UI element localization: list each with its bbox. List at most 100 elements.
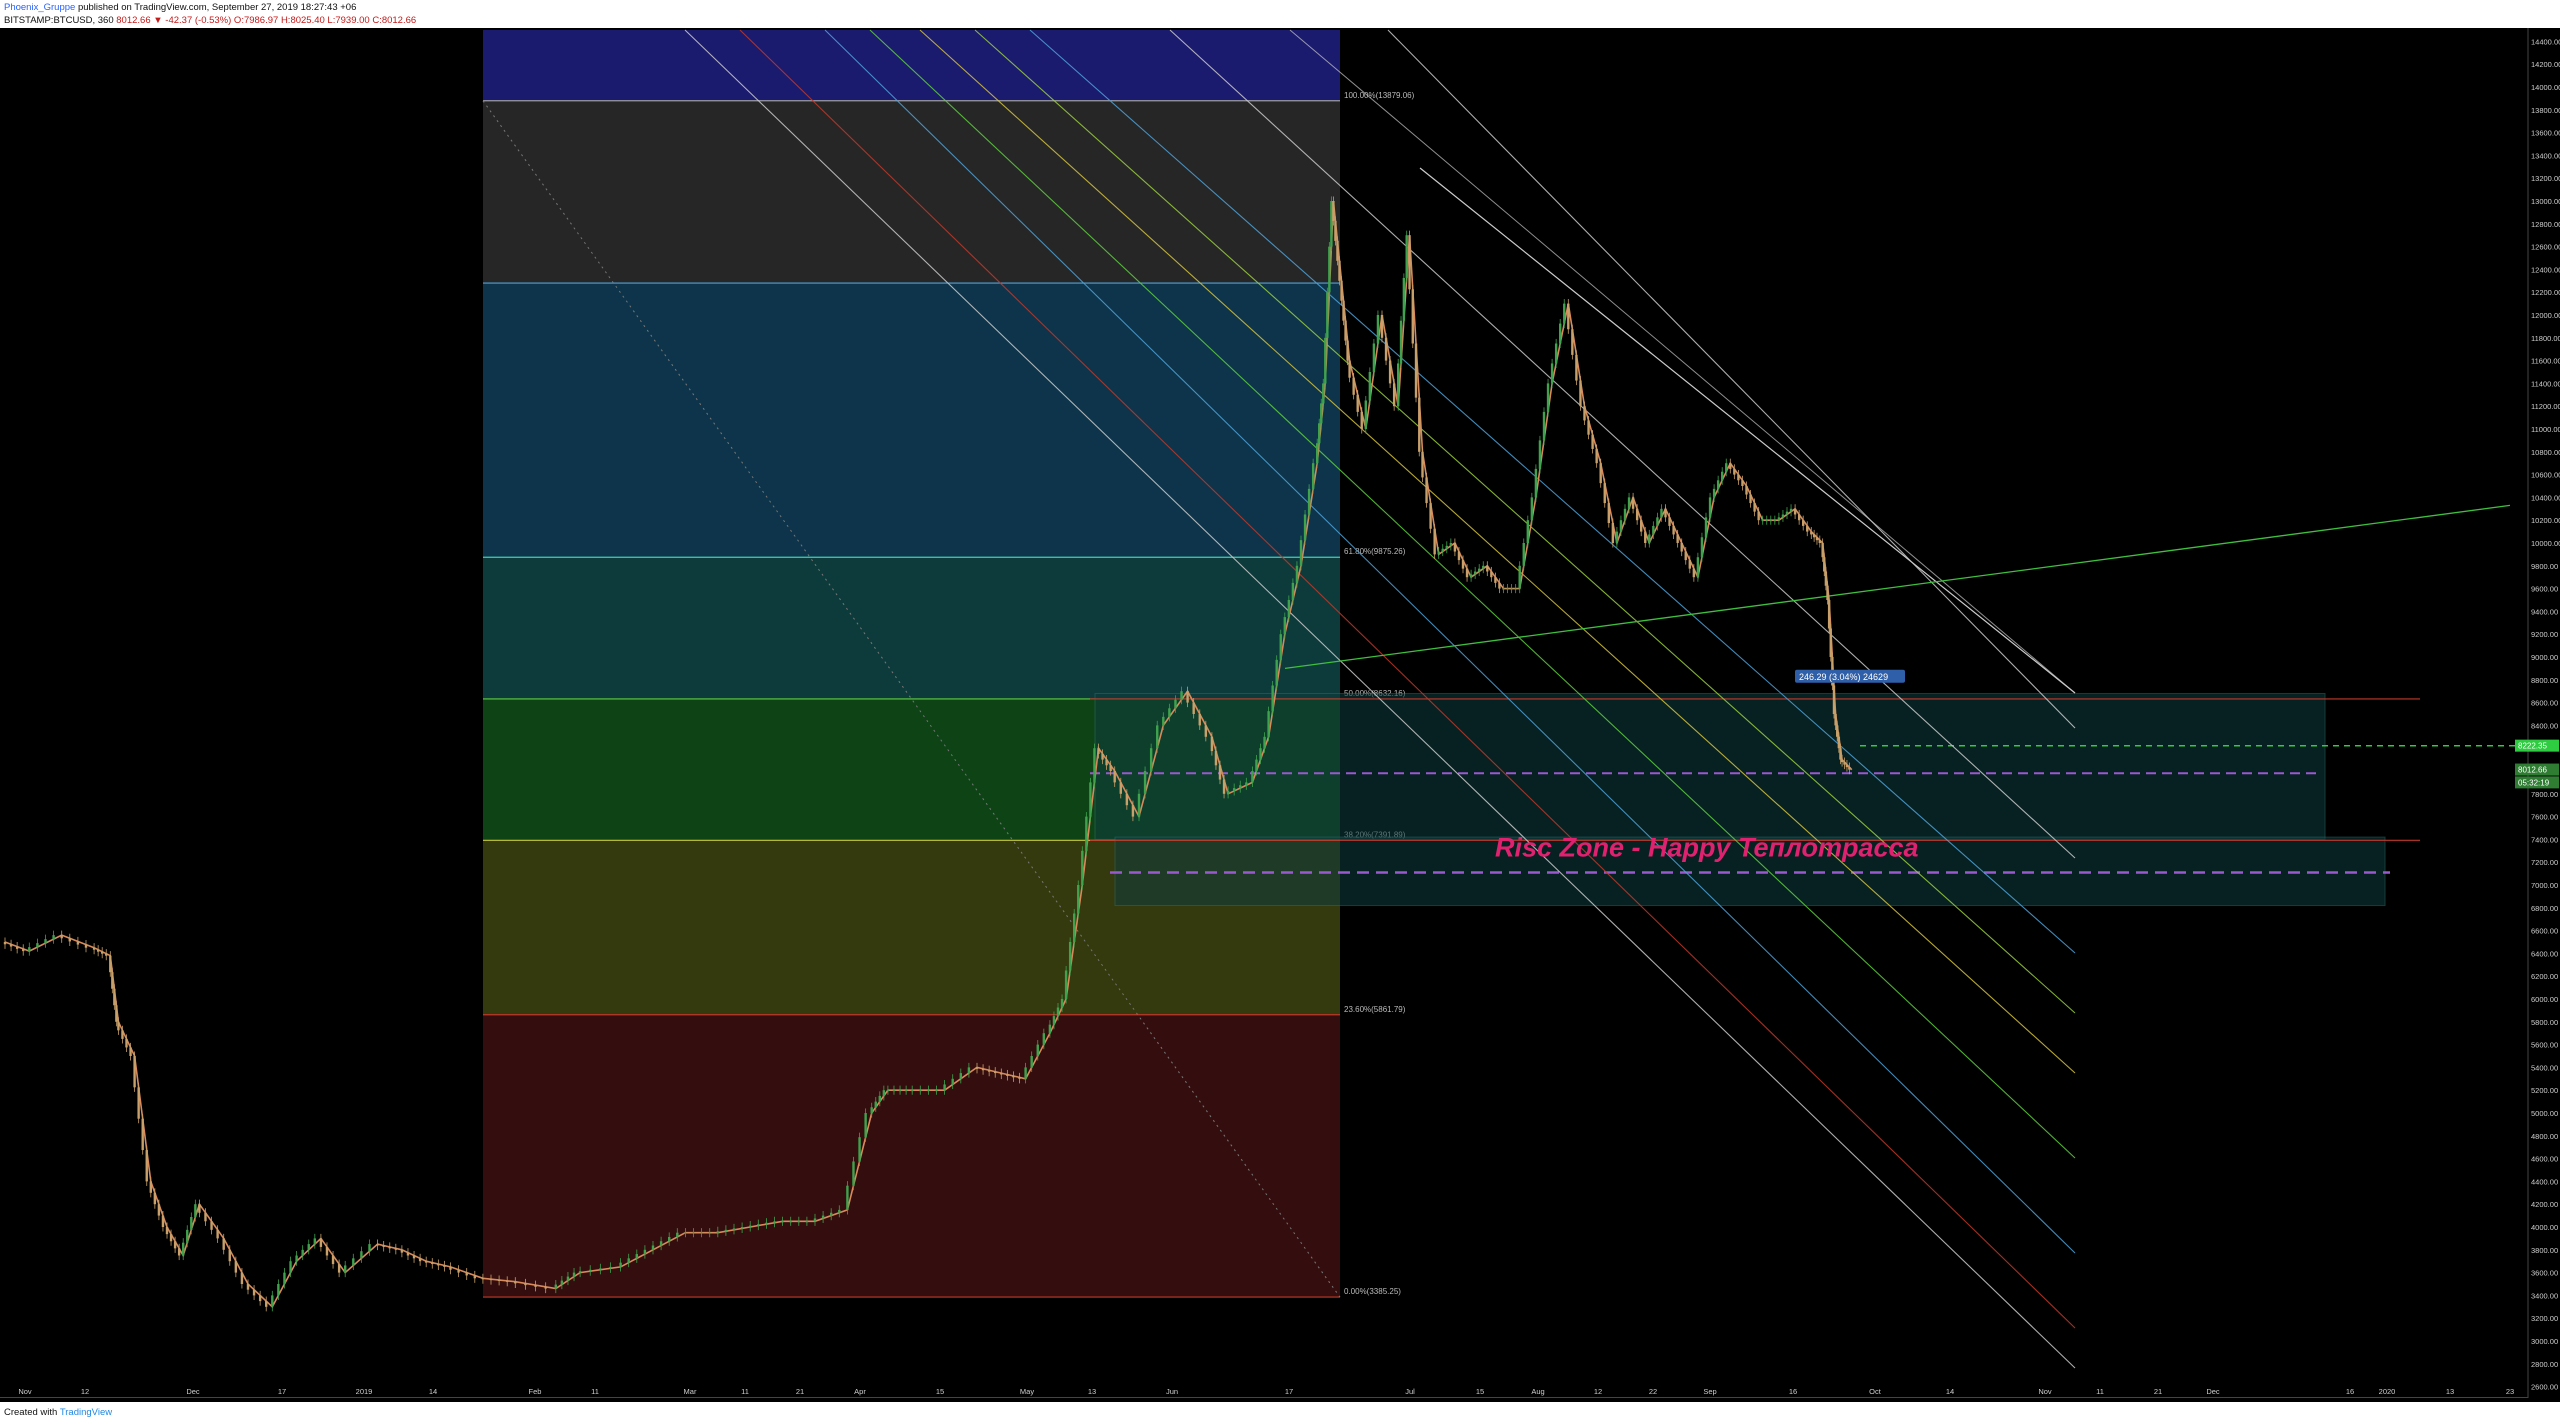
candle-body [1085, 816, 1088, 851]
y-tick-label: 4200.00 [2531, 1200, 2558, 1209]
channel-line [974, 29, 2076, 1014]
candle-body [1372, 343, 1376, 372]
candle-body [1311, 463, 1315, 489]
author-link[interactable]: Phoenix_Gruppe [4, 2, 76, 13]
candle-body [1239, 785, 1242, 789]
tradingview-logo-icon[interactable]: TradingView [59, 1407, 113, 1418]
x-tick-label: 23 [2506, 1387, 2514, 1396]
candle-body [1328, 246, 1331, 293]
candle-body [1542, 411, 1546, 441]
candle-body [1316, 443, 1319, 464]
candle-body [1192, 702, 1195, 714]
candle-body [1640, 520, 1643, 532]
x-tick-label: Mar [684, 1387, 697, 1396]
candle-body [919, 1090, 922, 1092]
y-tick-label: 10200.00 [2531, 516, 2560, 525]
candle-body [981, 1068, 985, 1071]
price-axis: 2600.00 2800.00 3000.00 3200.00 3400.00 3600.… [2515, 28, 2560, 1402]
candle-body [1402, 277, 1406, 321]
candle-body [651, 1245, 655, 1250]
x-tick-label: 2019 [356, 1387, 373, 1396]
measure-badge [1795, 669, 1905, 683]
candle-body [129, 1047, 132, 1056]
fib-zone [483, 283, 1340, 558]
x-tick-label: Dec [2206, 1387, 2220, 1396]
candle-body [465, 1272, 468, 1276]
candle-body [1672, 525, 1675, 535]
candle-body [852, 1161, 855, 1186]
x-tick-label: 11 [591, 1387, 599, 1396]
candle-body [252, 1289, 256, 1296]
candle-body [1550, 363, 1554, 384]
candle-body [1684, 551, 1687, 561]
candle-body [1360, 411, 1363, 429]
candle-body [1473, 571, 1477, 575]
price-chart[interactable]: 100.00%(13879.06)61.80%(9875.26)50.00%(8… [0, 28, 2560, 1402]
candle-body [892, 1090, 896, 1092]
candle-body [1832, 685, 1836, 714]
chart-footer: Created with TradingView [0, 1402, 2560, 1424]
candle-body [198, 1204, 201, 1213]
candle-body [1848, 767, 1851, 770]
candle-body [1688, 560, 1691, 569]
candle-body [169, 1234, 173, 1242]
created-with-label: Created with [4, 1407, 60, 1418]
y-tick-label: 3000.00 [2531, 1337, 2558, 1346]
candle-body [975, 1067, 979, 1069]
y-tick-label: 5400.00 [2531, 1063, 2558, 1072]
candle-body [182, 1242, 185, 1256]
y-tick-label: 4000.00 [2531, 1223, 2558, 1232]
candle-body [1222, 779, 1226, 794]
candle-body [1131, 805, 1135, 817]
x-tick-label: 16 [2346, 1387, 2354, 1396]
x-tick-label: 13 [1088, 1387, 1096, 1396]
fib-level-label: 23.60%(5861.79) [1344, 1005, 1406, 1014]
candle-body [749, 1225, 752, 1227]
candle-body [277, 1284, 280, 1296]
candle-body [1591, 434, 1594, 449]
candle-body [838, 1209, 841, 1213]
candle-body [1812, 534, 1816, 538]
fib-top-zone [483, 30, 1340, 101]
candle-body [111, 972, 114, 989]
candle-body [337, 1264, 341, 1273]
candle-body [1320, 403, 1323, 424]
candle-body [959, 1073, 962, 1079]
candle-body [1502, 588, 1505, 590]
channel-line [1387, 29, 2076, 729]
candle-body [1408, 235, 1411, 290]
candle-body [1356, 394, 1359, 412]
candle-body [1843, 762, 1846, 765]
candle-body [449, 1266, 452, 1270]
price-label-badge [2515, 776, 2559, 789]
candle-body [1826, 585, 1829, 600]
candle-body [234, 1261, 238, 1273]
candle-body [406, 1252, 410, 1256]
candle-body [904, 1090, 908, 1092]
candle-body [1603, 483, 1606, 504]
candle-body [204, 1212, 207, 1222]
candle-body [153, 1192, 157, 1205]
candle-body [105, 953, 108, 956]
candle-body [1060, 999, 1064, 1008]
candle-body [1137, 793, 1141, 817]
y-tick-label: 14400.00 [2531, 37, 2560, 46]
candle-body [1245, 782, 1248, 786]
candle-body [115, 1005, 118, 1022]
candle-body [1295, 565, 1299, 583]
candle-body [1676, 534, 1679, 543]
y-tick-label: 11800.00 [2531, 334, 2560, 343]
price-axis-bg [2528, 28, 2560, 1402]
candle-body [1465, 568, 1469, 578]
candle-body [1834, 714, 1837, 726]
candle-body [36, 943, 39, 948]
candle-body [1453, 543, 1457, 552]
candle-body [1619, 520, 1623, 532]
y-tick-label: 9000.00 [2531, 653, 2558, 662]
candle-body [1461, 560, 1465, 569]
consolidation-box [1094, 692, 2326, 840]
candle-body [1498, 582, 1501, 589]
candle-body [1441, 548, 1444, 552]
candle-body [1660, 508, 1663, 518]
candle-body [1777, 517, 1781, 521]
